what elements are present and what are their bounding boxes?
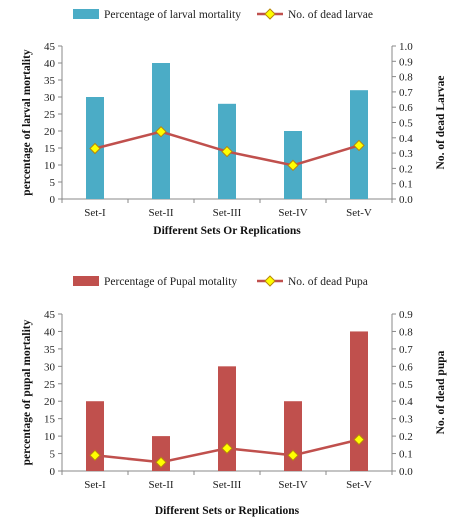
y-tick-label: 30 — [44, 361, 56, 373]
line-point — [221, 442, 233, 455]
y2-tick-label: 0.1 — [399, 449, 413, 461]
y2-tick-label: 0.0 — [399, 466, 413, 478]
y-tick-label: 40 — [44, 326, 56, 338]
y-tick-label: 35 — [44, 344, 56, 356]
legend-label: Percentage of larval mortality — [104, 9, 241, 21]
y-tick-label: 10 — [44, 431, 56, 443]
y2-tick-label: 0.6 — [399, 102, 413, 114]
x-tick-label: Set-IV — [278, 207, 307, 219]
line-point — [353, 139, 365, 152]
x-tick-label: Set-II — [148, 479, 173, 491]
y2-tick-label: 0.1 — [399, 179, 413, 191]
legend-swatch-marker — [264, 8, 276, 20]
y-tick-label: 0 — [50, 466, 56, 478]
y2-tick-label: 0.8 — [399, 326, 413, 338]
x-tick-label: Set-I — [84, 479, 106, 491]
y-tick-label: 25 — [44, 109, 56, 121]
x-tick-label: Set-V — [346, 207, 372, 219]
x-tick-label: Set-I — [84, 207, 106, 219]
bar — [350, 331, 368, 471]
line-point — [89, 449, 101, 462]
y2-tick-label: 0.9 — [399, 309, 413, 321]
line-point — [353, 433, 365, 446]
legend-swatch-bar — [73, 276, 99, 286]
y2-tick-label: 0.5 — [399, 379, 413, 391]
y2-tick-label: 0.3 — [399, 414, 413, 426]
chart-2: 0 5 10 15 20 25 30 35 40 45 0.0 0.1 0.2 0.3 0.4 0.5 0.6 0… — [21, 275, 447, 517]
x-tick-label: Set-V — [346, 479, 372, 491]
y-tick-label: 15 — [44, 414, 56, 426]
legend-label: Percentage of Pupal motality — [104, 276, 237, 288]
y2-tick-label: 0.8 — [399, 72, 413, 84]
legend-label: No. of dead larvae — [288, 9, 373, 21]
legend-swatch-marker — [264, 275, 276, 287]
y-tick-label: 45 — [44, 309, 56, 321]
y-tick-label: 5 — [50, 449, 56, 461]
x-axis-label: Different Sets Or Replications — [153, 225, 301, 237]
legend: Percentage of larval mortality No. of dea… — [73, 8, 373, 21]
x-axis-label: Different Sets or Replications — [155, 505, 300, 517]
y2-tick-label: 0.6 — [399, 361, 413, 373]
legend-swatch-bar — [73, 9, 99, 19]
line-point — [221, 145, 233, 158]
y-tick-label: 45 — [44, 41, 56, 53]
bar — [86, 401, 104, 471]
y-tick-label: 30 — [44, 92, 56, 104]
y2-tick-label: 0.5 — [399, 118, 413, 130]
y-tick-label: 25 — [44, 379, 56, 391]
legend-label: No. of dead Pupa — [288, 276, 368, 288]
x-tick-label: Set-III — [213, 479, 242, 491]
y-tick-label: 35 — [44, 75, 56, 87]
y2-tick-label: 0.4 — [399, 133, 413, 145]
y2-tick-label: 1.0 — [399, 41, 413, 53]
x-tick-label: Set-III — [213, 207, 242, 219]
line-point — [287, 449, 299, 462]
y-tick-label: 20 — [44, 126, 56, 138]
line-point — [155, 456, 167, 468]
y-tick-label: 5 — [50, 177, 56, 189]
line-point — [287, 159, 299, 172]
y-tick-label: 40 — [44, 58, 56, 70]
x-tick-label: Set-IV — [278, 479, 307, 491]
line-point — [155, 125, 167, 138]
y2-axis-label: No. of dead pupa — [435, 350, 447, 434]
y2-axis-label: No. of dead Larvae — [435, 76, 447, 170]
y-axis-label: percentage of larval mortality — [21, 49, 33, 196]
y-tick-label: 0 — [50, 194, 56, 206]
y2-tick-label: 0.7 — [399, 87, 413, 99]
x-tick-label: Set-II — [148, 207, 173, 219]
y2-tick-label: 0.2 — [399, 431, 413, 443]
y-tick-label: 10 — [44, 160, 56, 172]
legend: Percentage of Pupal motality No. of dead … — [73, 275, 368, 288]
bar — [218, 366, 236, 471]
y-tick-label: 15 — [44, 143, 56, 155]
y2-tick-label: 0.9 — [399, 56, 413, 68]
y2-tick-label: 0.7 — [399, 344, 413, 356]
y2-tick-label: 0.2 — [399, 163, 413, 175]
y2-tick-label: 0.4 — [399, 396, 413, 408]
line-point — [89, 142, 101, 155]
y2-tick-label: 0.0 — [399, 194, 413, 206]
y-axis-label: percentage of pupal mortality — [21, 319, 33, 465]
y2-tick-label: 0.3 — [399, 148, 413, 160]
y-tick-label: 20 — [44, 396, 56, 408]
chart-1: 0 5 10 15 20 25 30 35 40 45 0.0 0.1 0.2 0.3 0.4 0.5 0.6 0… — [21, 8, 447, 237]
